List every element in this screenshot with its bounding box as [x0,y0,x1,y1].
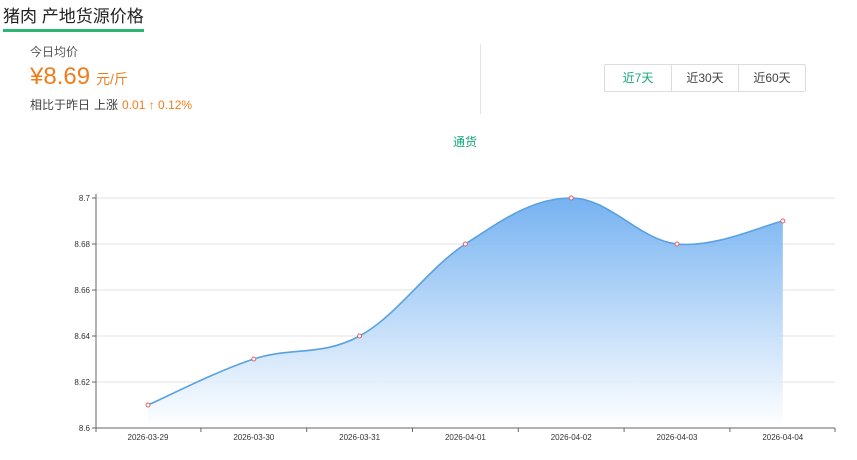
page-title: 猪肉 产地货源价格 [3,6,144,32]
change-direction: 上涨 [94,98,119,112]
data-point [780,218,786,224]
data-point [462,241,468,247]
price-row: ¥8.69 元/斤 [30,62,128,92]
summary-divider [480,44,481,114]
y-tick-label: 8.7 [79,194,91,203]
y-tick-label: 8.62 [74,378,90,387]
x-tick-label: 2026-04-01 [445,433,486,442]
data-point [674,241,680,247]
range-tabs: 近7天 近30天 近60天 [604,64,806,92]
change-value: 0.01 ↑ 0.12% [122,98,193,112]
daily-change: 相比于昨日 上涨 0.01 ↑ 0.12% [30,97,192,113]
x-tick-label: 2026-04-03 [657,433,698,442]
y-tick-label: 8.68 [74,240,90,249]
x-tick-label: 2026-03-30 [233,433,274,442]
series-area [148,198,783,428]
price-summary: 今日均价 ¥8.69 元/斤 相比于昨日 上涨 0.01 ↑ 0.12% [30,44,450,118]
y-tick-label: 8.66 [74,286,90,295]
x-tick-label: 2026-03-31 [339,433,380,442]
area-layer [147,197,783,428]
average-price-value: ¥8.69 [30,63,91,90]
x-tick-label: 2026-03-29 [128,433,169,442]
tab-7-days[interactable]: 近7天 [622,71,654,85]
data-point [145,402,151,408]
data-points [145,195,786,408]
legend-series-label[interactable]: 通货 [452,135,477,149]
y-tick-label: 8.6 [79,424,91,433]
axes: 8.6 8.62 8.64 8.66 8.68 8.7 2026-03-29 2026-03-… [74,194,836,442]
average-price-label: 今日均价 [30,45,79,59]
data-point [357,333,363,339]
price-unit: 元/斤 [96,71,128,87]
x-tick-label: 2026-04-04 [762,433,803,442]
change-prefix: 相比于昨日 [30,98,91,112]
x-tick-label: 2026-04-02 [551,433,592,442]
data-point [568,195,574,201]
data-point [251,356,257,362]
y-tick-label: 8.64 [74,332,90,341]
tab-30-days[interactable]: 近30天 [671,65,738,91]
tab-60-days[interactable]: 近60天 [738,65,805,91]
